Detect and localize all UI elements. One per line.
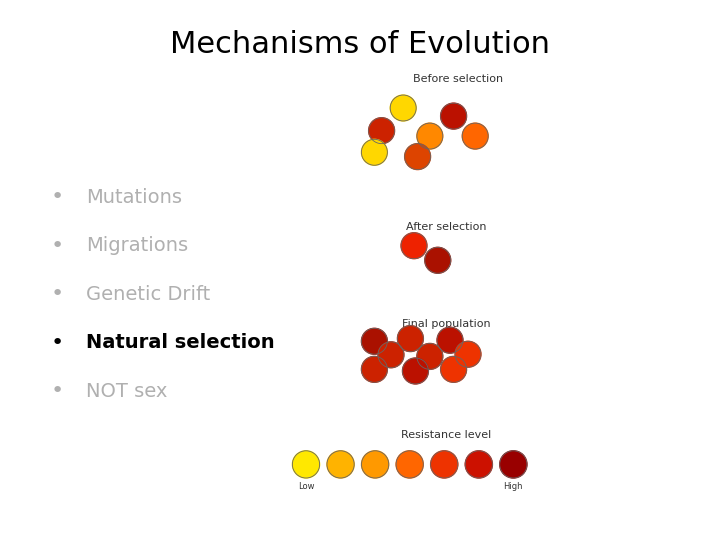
Text: Mutations: Mutations	[86, 187, 182, 207]
Ellipse shape	[390, 95, 416, 121]
Ellipse shape	[405, 144, 431, 170]
Text: •: •	[51, 284, 64, 305]
Text: Mechanisms of Evolution: Mechanisms of Evolution	[170, 30, 550, 59]
Ellipse shape	[401, 233, 427, 259]
Text: Genetic Drift: Genetic Drift	[86, 285, 211, 304]
Text: High: High	[503, 482, 523, 491]
Ellipse shape	[441, 103, 467, 129]
Text: •: •	[51, 381, 64, 402]
Ellipse shape	[441, 356, 467, 382]
Ellipse shape	[396, 451, 423, 478]
Ellipse shape	[361, 139, 387, 165]
Ellipse shape	[369, 118, 395, 144]
Ellipse shape	[327, 451, 354, 478]
Text: Low: Low	[298, 482, 314, 491]
Ellipse shape	[455, 341, 481, 367]
Text: •: •	[51, 333, 64, 353]
Ellipse shape	[431, 451, 458, 478]
Ellipse shape	[465, 451, 492, 478]
Text: •: •	[51, 235, 64, 256]
Text: Natural selection: Natural selection	[86, 333, 275, 353]
Ellipse shape	[437, 327, 463, 353]
Text: NOT sex: NOT sex	[86, 382, 168, 401]
Ellipse shape	[397, 326, 423, 352]
Ellipse shape	[425, 247, 451, 273]
Ellipse shape	[402, 358, 428, 384]
Ellipse shape	[417, 123, 443, 149]
Ellipse shape	[378, 342, 404, 368]
Text: Resistance level: Resistance level	[401, 430, 492, 440]
Ellipse shape	[500, 451, 527, 478]
Ellipse shape	[361, 328, 387, 354]
Text: Migrations: Migrations	[86, 236, 189, 255]
Ellipse shape	[292, 451, 320, 478]
Ellipse shape	[462, 123, 488, 149]
Ellipse shape	[361, 356, 387, 382]
Text: After selection: After selection	[406, 222, 487, 232]
Text: •: •	[51, 187, 64, 207]
Text: Before selection: Before selection	[413, 73, 503, 84]
Text: Final population: Final population	[402, 319, 491, 329]
Ellipse shape	[361, 451, 389, 478]
Ellipse shape	[417, 343, 443, 369]
